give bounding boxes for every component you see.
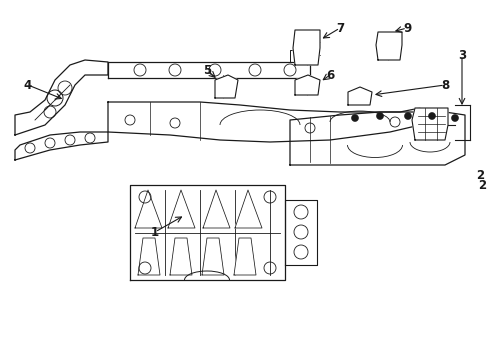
Polygon shape — [170, 238, 192, 275]
Text: 6: 6 — [325, 68, 333, 81]
Polygon shape — [411, 108, 447, 140]
Polygon shape — [347, 87, 371, 105]
Polygon shape — [215, 75, 238, 98]
Polygon shape — [292, 30, 319, 65]
Polygon shape — [203, 190, 229, 228]
Polygon shape — [285, 200, 316, 265]
Polygon shape — [234, 238, 256, 275]
Circle shape — [351, 114, 358, 122]
Circle shape — [450, 114, 458, 122]
Text: 5: 5 — [203, 63, 211, 77]
Circle shape — [376, 112, 383, 120]
Circle shape — [404, 112, 411, 120]
Circle shape — [427, 112, 435, 120]
Polygon shape — [375, 32, 401, 60]
Text: 4: 4 — [24, 78, 32, 91]
Polygon shape — [135, 190, 162, 228]
Polygon shape — [108, 102, 419, 142]
Text: 8: 8 — [440, 78, 448, 91]
Polygon shape — [138, 238, 160, 275]
Text: 2: 2 — [477, 179, 485, 192]
Polygon shape — [294, 75, 319, 95]
Polygon shape — [289, 112, 464, 165]
Text: 9: 9 — [402, 22, 410, 35]
Polygon shape — [235, 190, 262, 228]
Polygon shape — [130, 185, 285, 280]
Polygon shape — [108, 62, 309, 78]
Polygon shape — [168, 190, 195, 228]
Polygon shape — [15, 132, 108, 160]
Polygon shape — [289, 50, 309, 62]
Polygon shape — [15, 60, 108, 135]
Text: 7: 7 — [335, 22, 344, 35]
Text: 1: 1 — [151, 225, 159, 239]
Polygon shape — [202, 238, 224, 275]
Text: 3: 3 — [457, 49, 465, 62]
Text: 2: 2 — [475, 168, 483, 181]
